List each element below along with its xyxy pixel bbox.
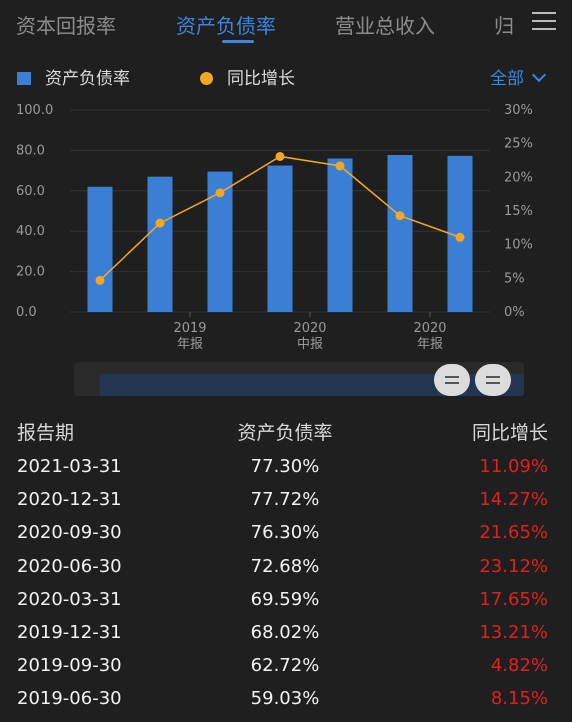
table-header: 报告期 资产负债率 同比增长 [0,418,572,456]
cell-yoy: 11.09% [479,456,548,477]
tab-debt-ratio[interactable]: 资产负债率 [176,14,276,38]
chart-legend: 资产负债率 同比增长 全部 [0,64,572,89]
yoy-point [155,218,165,228]
cell-yoy: 13.21% [479,621,548,643]
bar-mark [387,155,413,312]
cell-period: 2020-12-31 [17,489,122,511]
table-row[interactable]: 2020-03-31 69.59% 17.65% [0,589,572,622]
cell-debt-ratio: 68.02% [250,621,320,643]
y-right-tick-label: 25% [504,137,533,152]
cell-yoy: 8.15% [490,688,548,710]
table-row[interactable]: 2020-09-30 76.30% 21.65% [0,522,572,555]
cell-yoy: 14.27% [479,489,548,511]
yoy-point [455,232,465,242]
bar-mark [327,158,353,312]
cell-yoy: 21.65% [479,522,548,544]
yoy-point [275,151,285,161]
table-row[interactable]: 2019-12-31 68.02% 13.21% [0,622,572,655]
cell-debt-ratio: 62.72% [250,655,320,677]
y-left-tick-label: 40.0 [16,224,45,239]
table-row[interactable]: 2019-09-30 62.72% 4.82% [0,655,572,688]
legend-line-label: 同比增长 [227,69,295,89]
cell-debt-ratio: 72.68% [250,555,320,577]
active-tab-indicator [222,40,254,43]
cell-period: 2019-06-30 [17,688,122,710]
y-right-tick-label: 30% [504,103,533,118]
range-handle-right[interactable] [475,364,511,396]
range-overview [100,374,524,396]
cell-period: 2020-03-31 [17,588,122,610]
cell-debt-ratio: 59.03% [250,688,320,710]
bar-mark [147,176,173,312]
y-left-tick-label: 80.0 [16,143,45,158]
legend-bar-item[interactable]: 资产负债率 [17,64,130,89]
y-left-tick-label: 20.0 [16,265,45,280]
chevron-down-icon [531,67,547,83]
table-row[interactable]: 2021-03-31 77.30% 11.09% [0,456,572,489]
period-filter-dropdown[interactable]: 全部 [490,64,547,89]
header-period: 报告期 [17,422,75,444]
x-tick-year: 2020 [413,321,446,336]
header-debt-ratio: 资产负债率 [237,422,333,444]
header-yoy: 同比增长 [471,422,548,444]
dot-swatch-icon [200,72,213,85]
cell-debt-ratio: 77.72% [250,489,320,511]
y-right-tick-label: 20% [504,170,533,185]
x-tick-period: 年报 [177,337,203,352]
y-left-tick-label: 0.0 [16,305,37,320]
menu-icon[interactable] [532,12,556,30]
cell-debt-ratio: 77.30% [250,456,320,477]
cell-period: 2020-09-30 [17,522,122,544]
period-filter-label: 全部 [490,69,524,89]
x-tick-year: 2019 [173,321,206,336]
y-right-tick-label: 5% [504,271,525,286]
yoy-point [335,161,345,171]
cell-debt-ratio: 76.30% [250,522,320,544]
table-row[interactable]: 2020-06-30 72.68% 23.12% [0,556,572,589]
table-row[interactable]: 2019-06-30 59.03% 8.15% [0,688,572,721]
cell-period: 2020-06-30 [17,555,122,577]
yoy-point [95,275,105,285]
x-tick-period: 年报 [417,337,443,352]
x-tick-period: 中报 [297,337,323,352]
data-table: 报告期 资产负债率 同比增长 2021-03-31 77.30% 11.09% 202… [0,418,572,722]
combo-chart: 0.0 20.0 40.0 60.0 80.0 100.0 0% 5% 10% 15% 20% 25%… [16,103,533,352]
x-tick-year: 2020 [293,321,326,336]
tab-net-profit-partial[interactable]: 归 [494,14,514,38]
y-left-tick-label: 100.0 [16,103,53,118]
yoy-point [215,188,225,198]
cell-yoy: 23.12% [479,555,548,577]
table-row[interactable]: 2020-12-31 77.72% 14.27% [0,489,572,522]
cell-period: 2021-03-31 [17,456,122,477]
cell-yoy: 17.65% [479,588,548,610]
y-left-tick-label: 60.0 [16,184,45,199]
cell-period: 2019-09-30 [17,655,122,677]
legend-bar-label: 资产负债率 [45,69,130,89]
tab-bar: 资本回报率 资产负债率 营业总收入 归 [0,0,572,46]
bar-mark [267,165,293,312]
y-right-tick-label: 0% [504,305,525,320]
cell-debt-ratio: 69.59% [250,588,320,610]
tab-return-on-capital[interactable]: 资本回报率 [16,14,116,38]
yoy-point [395,211,405,221]
cell-period: 2019-12-31 [17,621,122,643]
y-right-tick-label: 10% [504,238,533,253]
legend-line-item[interactable]: 同比增长 [200,64,295,89]
y-right-tick-label: 15% [504,204,533,219]
range-handle-left[interactable] [434,364,470,396]
cell-yoy: 4.82% [490,655,548,677]
bar-mark [87,186,113,312]
tab-total-revenue[interactable]: 营业总收入 [335,14,435,38]
bar-swatch-icon [17,72,31,85]
